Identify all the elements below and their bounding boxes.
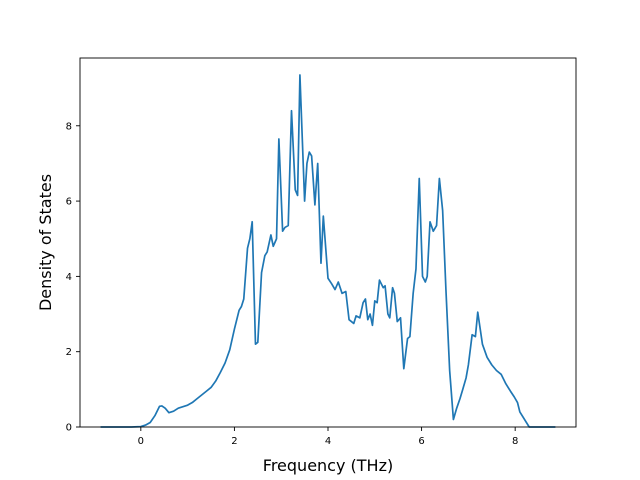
- x-tick-label: 2: [231, 436, 237, 447]
- dos-series-line: [100, 74, 556, 428]
- x-tick-label: 6: [418, 436, 424, 447]
- y-axis-ticks: 0 2 4 6 8: [66, 121, 80, 434]
- y-tick-label: 6: [66, 197, 72, 208]
- x-tick-label: 4: [325, 436, 331, 447]
- y-tick-label: 0: [66, 423, 72, 434]
- x-axis-ticks: 0 2 4 6 8: [138, 427, 518, 447]
- y-tick-label: 2: [66, 347, 72, 358]
- x-tick-label: 0: [138, 436, 144, 447]
- x-axis-label: Frequency (THz): [263, 456, 393, 475]
- y-axis-label: Density of States: [36, 174, 55, 311]
- plot-frame: [79, 57, 577, 428]
- x-tick-label: 8: [512, 436, 518, 447]
- plot-area: [80, 58, 576, 427]
- y-tick-label: 8: [66, 121, 72, 132]
- y-tick-label: 4: [66, 272, 72, 283]
